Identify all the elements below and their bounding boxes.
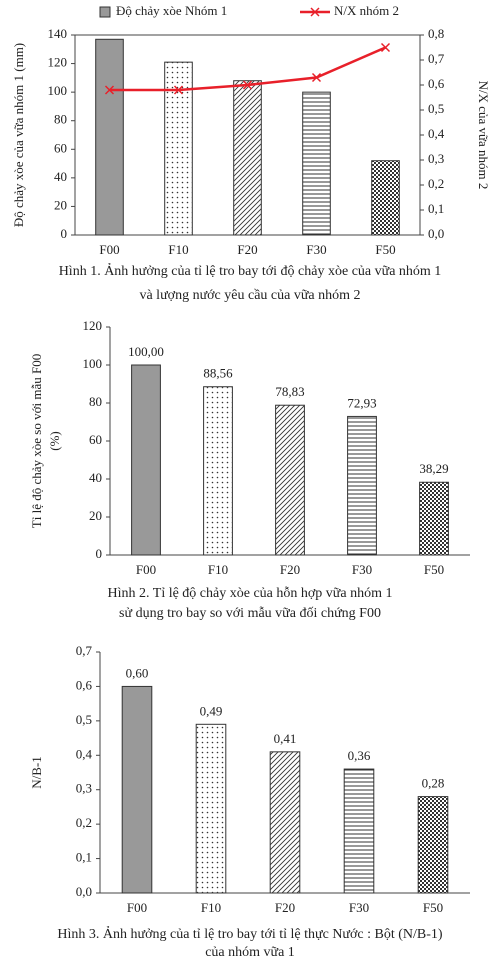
y-tick-label: 120 [48,55,68,70]
y2-tick-label: 0,3 [428,151,444,166]
y-axis-title: (%) [47,431,62,451]
y-tick-label: 80 [54,112,67,127]
y-tick-label: 20 [89,508,102,523]
bar [269,751,301,894]
data-label: 0,49 [200,703,223,718]
y2-tick-label: 0,2 [428,176,444,191]
x-tick-label: F10 [201,900,221,915]
y2-tick-label: 0,8 [428,26,444,41]
x-tick-label: F00 [99,242,119,257]
legend-swatch [99,6,111,18]
marker [242,80,253,90]
legend-label: N/X nhóm 2 [334,3,399,18]
x-tick-label: F20 [275,900,295,915]
y2-tick-label: 0,4 [428,126,445,141]
data-label: 0,36 [348,748,371,763]
x-tick-label: F50 [375,242,395,257]
marker [311,72,322,83]
x-tick-label: F30 [352,562,372,577]
data-label: 72,93 [347,395,376,410]
bar [203,386,233,556]
y-tick-label: 0 [61,226,68,241]
caption: sử dụng tro bay so với mẫu vữa đối chứng… [119,606,381,621]
y-tick-label: 0,3 [76,781,92,796]
y2-tick-label: 0,1 [428,201,444,216]
y-tick-label: 0,5 [76,712,92,727]
y2-tick-label: 0,6 [428,76,445,91]
legend-marker [310,7,320,17]
y-tick-label: 60 [54,140,67,155]
caption: của nhóm vữa 1 [205,945,295,960]
bar [95,38,124,236]
marker [380,42,391,53]
x-tick-label: F00 [136,562,156,577]
bar [417,796,449,894]
marker [173,85,184,95]
data-label: 0,41 [274,731,297,746]
data-label: 78,83 [275,384,304,399]
bar [233,80,262,236]
y-axis-title: Độ chảy xòe của vữa nhóm 1 (mm) [11,43,26,227]
x-tick-label: F30 [349,900,369,915]
bar [195,723,227,894]
y-tick-label: 20 [54,197,67,212]
y-tick-label: 0,2 [76,815,92,830]
data-label: 0,28 [422,776,445,791]
bar [121,685,153,894]
y2-tick-label: 0,5 [428,101,444,116]
data-label: 100,00 [128,344,164,359]
y-tick-label: 0,6 [76,677,93,692]
caption: Hình 2. Tỉ lệ độ chảy xòe của hỗn hợp vữ… [108,586,393,601]
y-tick-label: 0,0 [76,884,92,899]
bar [371,160,400,236]
x-tick-label: F30 [306,242,326,257]
data-label: 88,56 [203,366,233,381]
marker [104,85,115,95]
x-tick-label: F10 [208,562,228,577]
y-tick-label: 140 [48,26,68,41]
y-tick-label: 0,1 [76,850,92,865]
bar [302,91,331,236]
x-tick-label: F50 [424,562,444,577]
y2-tick-label: 0,7 [428,51,445,66]
y-tick-label: 100 [48,83,68,98]
x-tick-label: F00 [127,900,147,915]
caption: Hình 1. Ảnh hưởng của tỉ lệ tro bay tới … [59,262,442,279]
legend-label: Độ chảy xòe Nhóm 1 [116,3,227,18]
y-tick-label: 60 [89,432,102,447]
caption: và lượng nước yêu cầu của vữa nhóm 2 [139,288,360,303]
bar [347,415,377,556]
bar [419,481,449,556]
x-tick-label: F20 [280,562,300,577]
y-axis-title: N/B-1 [29,756,44,789]
y2-axis-title: N/X của vữa nhóm 2 [476,81,491,190]
y-tick-label: 0,4 [76,746,93,761]
y-axis-title: Tỉ lệ độ chảy xòe so với mẫu F00 [29,354,44,528]
bar [131,364,161,556]
x-tick-label: F20 [237,242,257,257]
y-tick-label: 0,7 [76,643,93,658]
y-tick-label: 120 [83,318,103,333]
data-label: 38,29 [419,461,448,476]
caption: Hình 3. Ảnh hưởng của tỉ lệ tro bay tới … [57,925,443,942]
y-tick-label: 40 [89,470,102,485]
x-tick-label: F10 [168,242,188,257]
data-label: 0,60 [126,665,149,680]
y-tick-label: 100 [83,356,103,371]
x-tick-label: F50 [423,900,443,915]
y2-tick-label: 0,0 [428,226,444,241]
y-tick-label: 80 [89,394,102,409]
y-tick-label: 0 [96,546,103,561]
y-tick-label: 40 [54,169,67,184]
bar [343,768,375,894]
bar [275,404,305,556]
